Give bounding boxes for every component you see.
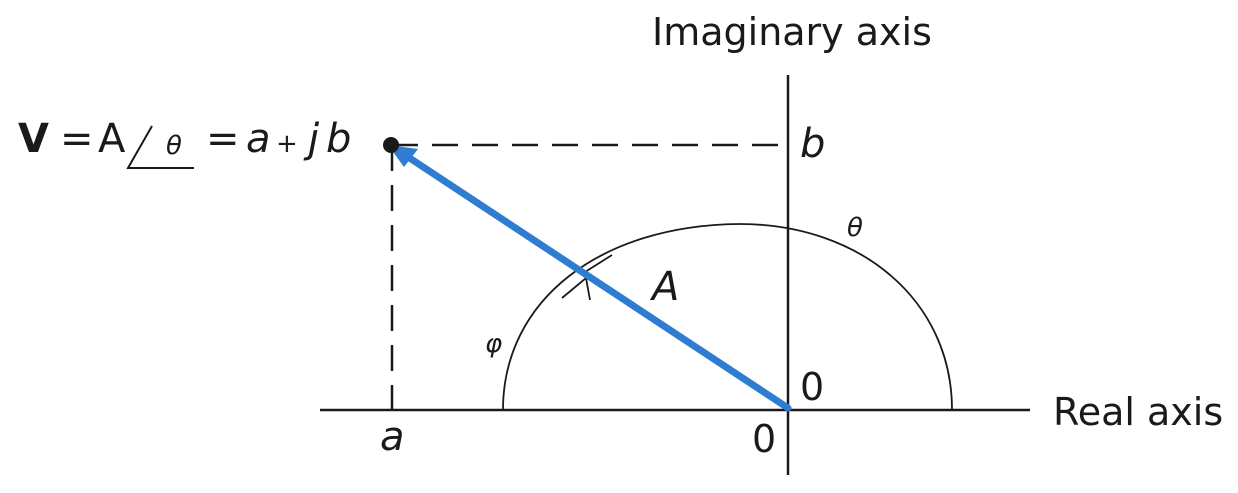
real-axis-title: Real axis (1053, 390, 1223, 434)
vector-magnitude-label: A (649, 264, 679, 310)
equation-bold-v: V (18, 116, 49, 162)
arc-arrowhead (561, 276, 591, 301)
arc-arrowhead-2 (584, 254, 613, 273)
imaginary-axis-title: Imaginary axis (652, 10, 932, 54)
origin-label-upper: 0 (800, 365, 824, 409)
theta-arc-label: θ (847, 213, 863, 243)
equation-angle: θ (166, 131, 182, 161)
equation-real-part: a (246, 116, 271, 162)
phi-arc-label: φ (485, 329, 502, 359)
angle-symbol (126, 125, 194, 169)
origin-label-lower: 0 (752, 417, 776, 461)
imaginary-part-label: b (800, 121, 825, 167)
equation-equals-2: = (206, 116, 240, 162)
vector-a-line (398, 149, 792, 412)
equation-equals-1: = (60, 116, 94, 162)
terminal-point (383, 137, 399, 153)
equation-j: j (303, 116, 320, 162)
phasor-equation: V = A θ = a + j b (18, 116, 351, 169)
equation-imag-part: b (326, 116, 351, 162)
equation-plus: + (276, 129, 298, 159)
real-part-label: a (380, 414, 405, 460)
equation-magnitude: A (98, 116, 126, 162)
angle-arc (502, 223, 953, 411)
